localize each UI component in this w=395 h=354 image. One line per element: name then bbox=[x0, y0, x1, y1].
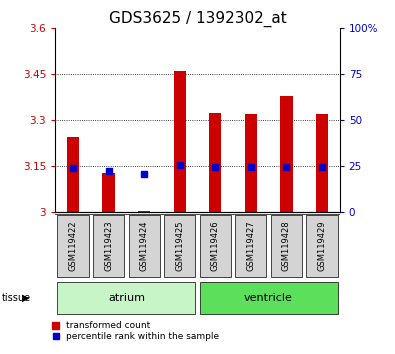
Text: GSM119429: GSM119429 bbox=[318, 221, 326, 271]
Bar bbox=[128, 215, 160, 277]
Bar bbox=[245, 114, 257, 212]
Text: GSM119428: GSM119428 bbox=[282, 221, 291, 272]
Legend: transformed count, percentile rank within the sample: transformed count, percentile rank withi… bbox=[52, 321, 220, 341]
Text: GSM119423: GSM119423 bbox=[104, 221, 113, 272]
Title: GDS3625 / 1392302_at: GDS3625 / 1392302_at bbox=[109, 11, 286, 27]
Text: GSM119424: GSM119424 bbox=[140, 221, 149, 271]
Bar bbox=[67, 137, 79, 212]
Bar bbox=[235, 215, 267, 277]
Bar bbox=[199, 215, 231, 277]
Bar bbox=[209, 113, 222, 212]
Bar bbox=[316, 114, 328, 212]
Bar bbox=[173, 71, 186, 212]
Text: GSM119422: GSM119422 bbox=[69, 221, 77, 271]
Bar bbox=[57, 282, 196, 314]
Text: tissue: tissue bbox=[2, 293, 31, 303]
Bar bbox=[138, 211, 150, 212]
Text: ventricle: ventricle bbox=[244, 293, 293, 303]
Text: atrium: atrium bbox=[108, 293, 145, 303]
Bar bbox=[57, 215, 89, 277]
Bar bbox=[280, 96, 293, 212]
Bar bbox=[102, 172, 115, 212]
Bar bbox=[306, 215, 338, 277]
Bar bbox=[199, 282, 338, 314]
Bar bbox=[164, 215, 196, 277]
Text: ▶: ▶ bbox=[22, 293, 29, 303]
Bar bbox=[271, 215, 302, 277]
Text: GSM119426: GSM119426 bbox=[211, 221, 220, 272]
Text: GSM119425: GSM119425 bbox=[175, 221, 184, 271]
Bar bbox=[93, 215, 124, 277]
Text: GSM119427: GSM119427 bbox=[246, 221, 255, 272]
